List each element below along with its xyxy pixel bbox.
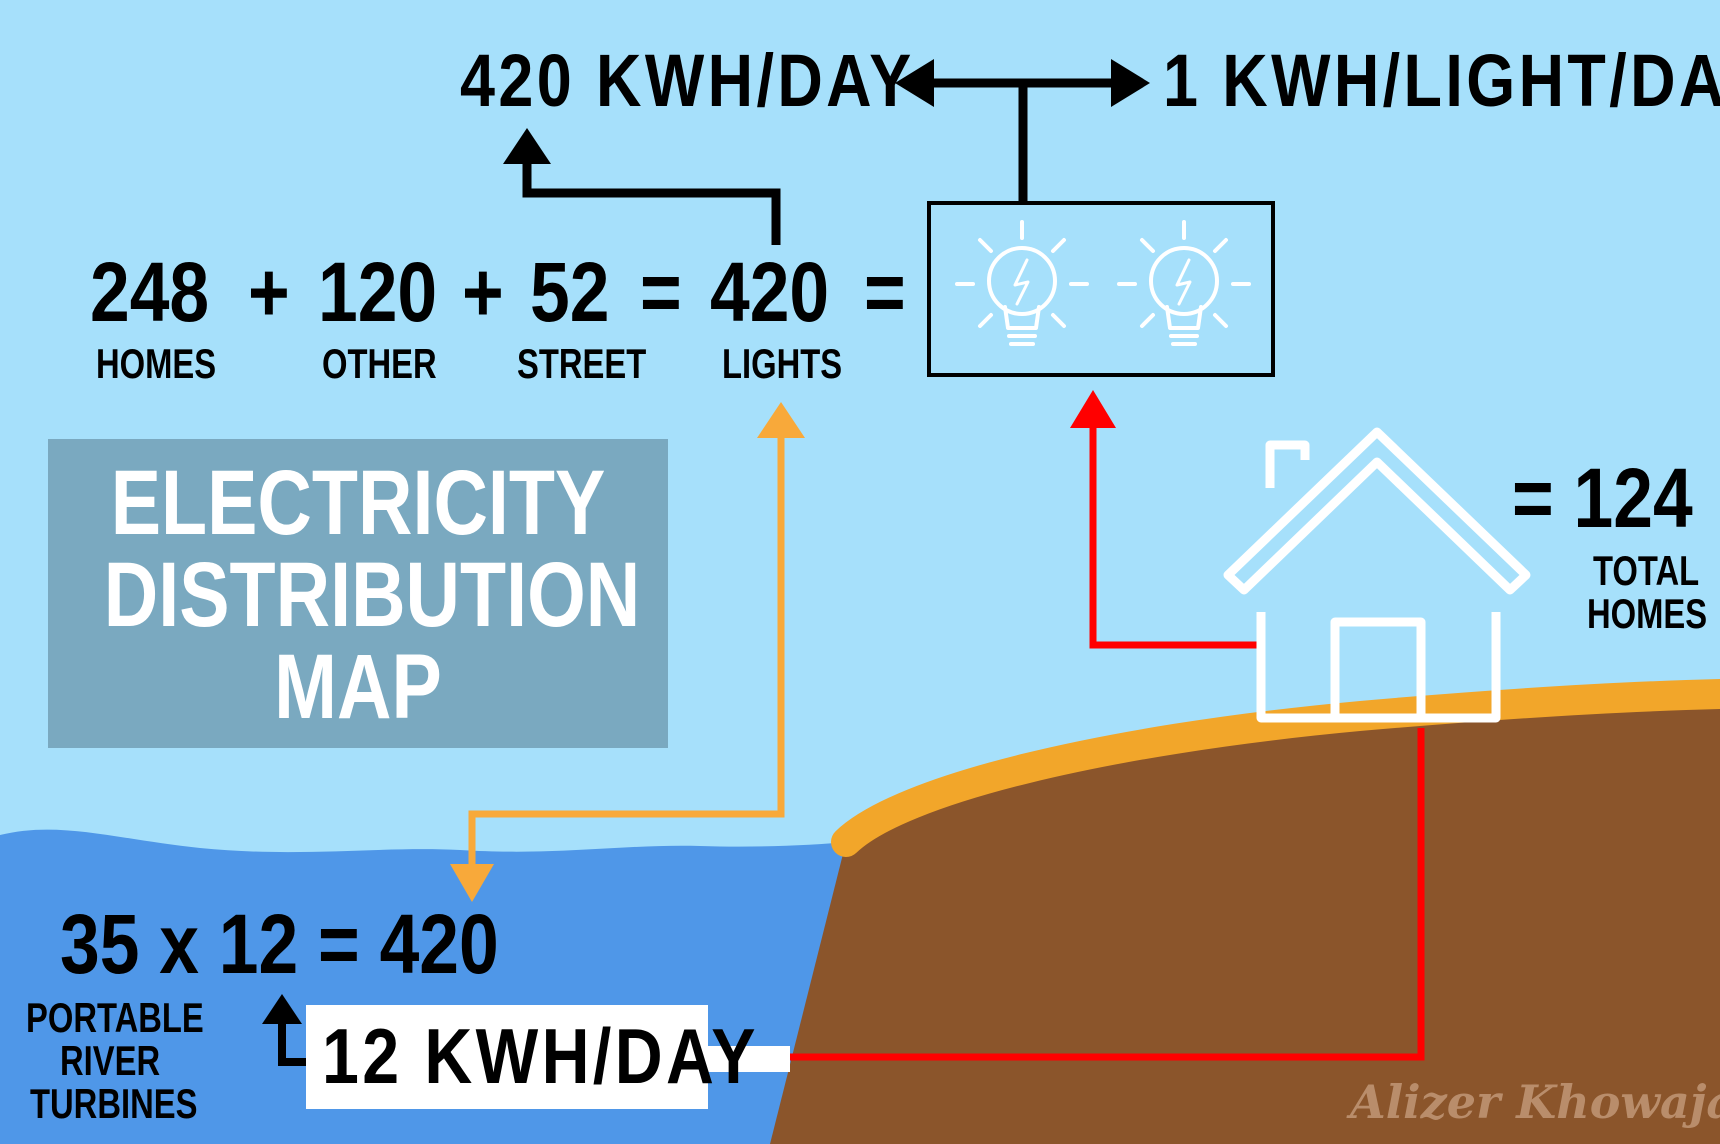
turbine-output-box: [306, 1005, 708, 1109]
plus-sign: +: [248, 245, 290, 339]
homes-label: HOMES: [96, 340, 217, 387]
turbine-equation: 35 x 12 = 420: [60, 897, 499, 991]
title-line: ELECTRICITY: [110, 452, 606, 554]
red-wire-lights: [1089, 425, 1258, 649]
total-homes-label-line2: HOMES: [1587, 590, 1708, 637]
turbines-label-line1: PORTABLE: [26, 994, 204, 1041]
turbine-pipe: [706, 1046, 790, 1072]
equals-sign: =: [864, 245, 906, 339]
lights-box: [927, 201, 1275, 377]
equals-sign: =: [640, 245, 682, 339]
house-icon: [1223, 427, 1531, 723]
black-arrowhead-total: [503, 128, 551, 164]
red-arrowhead: [1070, 390, 1116, 428]
black-arrowhead-right: [1111, 59, 1150, 107]
total-lights-value: 420: [710, 245, 830, 339]
title-line: DISTRIBUTION: [103, 544, 641, 646]
homes-lights-value: 248: [90, 245, 210, 339]
orange-arrowhead-down: [450, 864, 494, 902]
daily-total-kwh: 420 KWH/DAY: [460, 39, 915, 122]
light-bulb-icon: [955, 220, 1089, 346]
street-label: STREET: [517, 340, 647, 387]
ground-hill: [770, 694, 1720, 1144]
turbines-label-line2: RIVER: [60, 1037, 161, 1084]
lights-label: LIGHTS: [722, 340, 843, 387]
turbines-label-line3: TURBINES: [30, 1080, 198, 1127]
other-label: OTHER: [322, 340, 437, 387]
black-wire-total: [522, 160, 781, 245]
black-arrowhead-left: [895, 59, 934, 107]
other-lights-value: 120: [318, 245, 438, 339]
turbine-output: 12 KWH/DAY: [322, 1012, 759, 1100]
light-bulb-icon: [1117, 220, 1251, 346]
street-lights-value: 52: [530, 245, 610, 339]
orange-arrowhead-up: [757, 402, 805, 438]
black-arrowhead-turbine: [262, 994, 302, 1024]
diagram-title: ELECTRICITY DISTRIBUTION MAP: [103, 452, 641, 738]
title-box: ELECTRICITY DISTRIBUTION MAP: [48, 439, 668, 748]
kwh-per-light: 1 KWH/LIGHT/DAY: [1163, 39, 1720, 122]
red-wire-bottom: [790, 728, 1425, 1061]
signature: Alizer Khowaja: [1350, 1075, 1720, 1129]
plus-sign: +: [462, 245, 504, 339]
orange-wire: [468, 432, 785, 870]
total-homes-label-line1: TOTAL: [1593, 547, 1700, 594]
title-line: MAP: [274, 636, 442, 738]
total-homes-value: = 124: [1512, 451, 1693, 545]
